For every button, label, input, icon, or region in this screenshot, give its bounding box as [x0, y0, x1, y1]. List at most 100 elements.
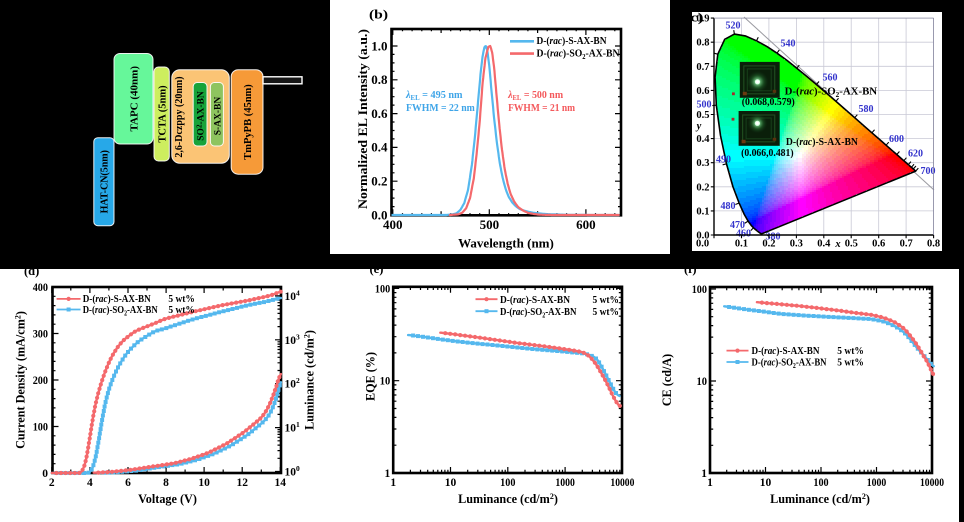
svg-text:CE (cd/A): CE (cd/A) [660, 354, 674, 406]
svg-text:FWHM = 21 nm: FWHM = 21 nm [508, 103, 575, 114]
svg-text:4: 4 [87, 477, 93, 489]
svg-text:10000: 10000 [610, 477, 634, 489]
svg-text:x: x [834, 239, 840, 250]
svg-text:200: 200 [33, 375, 49, 387]
svg-text:580: 580 [859, 104, 874, 115]
svg-text:D-(rac)-S-AX-BN: D-(rac)-S-AX-BN [752, 346, 820, 357]
svg-text:(f): (f) [684, 262, 697, 276]
svg-text:2,6-Dczppy (20nm): 2,6-Dczppy (20nm) [174, 76, 185, 157]
svg-text:1: 1 [707, 477, 713, 489]
svg-text:Voltage (V): Voltage (V) [138, 492, 197, 506]
svg-text:S-AX-BN: S-AX-BN [213, 97, 223, 136]
svg-text:470: 470 [730, 220, 745, 231]
svg-text:500: 500 [697, 100, 712, 111]
svg-text:0.4: 0.4 [371, 140, 388, 155]
svg-text:0.2: 0.2 [371, 174, 387, 189]
svg-text:1: 1 [390, 477, 396, 489]
svg-text:2: 2 [49, 477, 55, 489]
svg-text:1000: 1000 [555, 477, 575, 489]
svg-text:0.6: 0.6 [696, 86, 709, 97]
svg-text:0.8: 0.8 [927, 239, 940, 250]
svg-text:1000: 1000 [867, 477, 887, 489]
svg-text:Normalized EL Intensity (a.u.): Normalized EL Intensity (a.u.) [355, 29, 370, 209]
svg-text:Luminance (cd/m2): Luminance (cd/m2) [770, 492, 870, 506]
svg-text:100: 100 [813, 477, 829, 489]
svg-text:0.2: 0.2 [762, 239, 775, 250]
svg-text:(e): (e) [370, 262, 384, 276]
svg-text:Luminance (cd/m2): Luminance (cd/m2) [458, 492, 558, 506]
svg-text:TmPyPB (45nm): TmPyPB (45nm) [243, 84, 254, 160]
svg-text:0.7: 0.7 [696, 62, 709, 73]
svg-text:0.0: 0.0 [696, 231, 709, 242]
svg-text:12: 12 [236, 477, 248, 489]
svg-text:SO2-AX-BN: SO2-AX-BN [195, 91, 206, 141]
svg-text:700: 700 [921, 166, 936, 177]
svg-text:600: 600 [576, 217, 596, 232]
svg-text:(d): (d) [24, 264, 39, 278]
svg-text:10: 10 [380, 376, 391, 388]
svg-text:D-(rac)-SO2-AX-BN: D-(rac)-SO2-AX-BN [785, 87, 878, 100]
svg-text:0.5: 0.5 [696, 110, 709, 121]
svg-text:5 wt%: 5 wt% [168, 294, 195, 305]
svg-text:1.0: 1.0 [371, 38, 387, 53]
svg-text:TAPC (40nm): TAPC (40nm) [128, 66, 140, 132]
svg-text:1: 1 [701, 468, 707, 480]
svg-text:D-(rac)-SO2-AX-BN: D-(rac)-SO2-AX-BN [500, 307, 577, 320]
svg-text:100: 100 [692, 284, 708, 296]
svg-text:600: 600 [889, 134, 904, 145]
svg-text:10: 10 [760, 477, 772, 489]
svg-text:0.5: 0.5 [845, 239, 858, 250]
svg-text:0: 0 [42, 468, 48, 480]
svg-text:100: 100 [375, 283, 391, 295]
svg-text:Luminance (cd/m2): Luminance (cd/m2) [303, 330, 317, 430]
svg-text:D-(rac)-S-AX-BN: D-(rac)-S-AX-BN [500, 295, 570, 306]
svg-text:5 wt%: 5 wt% [593, 307, 620, 318]
svg-text:0.4: 0.4 [817, 239, 831, 250]
svg-text:490: 490 [716, 155, 731, 166]
svg-text:10000: 10000 [920, 477, 944, 489]
svg-text:0.0: 0.0 [371, 207, 387, 222]
svg-text:460: 460 [736, 229, 751, 240]
svg-text:λEL = 500 nm: λEL = 500 nm [507, 90, 563, 102]
svg-text:λEL = 495 nm: λEL = 495 nm [405, 90, 463, 102]
svg-text:14: 14 [275, 477, 287, 489]
svg-text:620: 620 [908, 149, 923, 160]
svg-text:6: 6 [125, 477, 131, 489]
svg-text:0.8: 0.8 [696, 38, 709, 49]
svg-text:10: 10 [198, 477, 210, 489]
svg-text:0.1: 0.1 [735, 239, 748, 250]
svg-text:100: 100 [33, 422, 49, 434]
svg-text:5 wt%: 5 wt% [168, 305, 195, 316]
svg-text:FWHM = 22 nm: FWHM = 22 nm [406, 103, 475, 114]
svg-text:D-(rac)-SO2-AX-BN: D-(rac)-SO2-AX-BN [83, 305, 158, 318]
svg-text:100: 100 [500, 477, 516, 489]
svg-text:y: y [695, 121, 702, 132]
svg-text:5 wt%: 5 wt% [837, 346, 864, 357]
svg-text:TCTA (5nm): TCTA (5nm) [157, 85, 168, 143]
svg-text:540: 540 [781, 39, 796, 50]
svg-text:0.6: 0.6 [371, 106, 388, 121]
svg-text:Current Density (mA/cm2): Current Density (mA/cm2) [14, 311, 28, 449]
svg-text:380: 380 [766, 232, 781, 243]
svg-text:0.2: 0.2 [696, 182, 709, 193]
svg-text:D-(rac)-SO2-AX-BN: D-(rac)-SO2-AX-BN [752, 358, 827, 371]
svg-text:0.1: 0.1 [696, 206, 709, 217]
svg-text:D-(rac)-S-AX-BN: D-(rac)-S-AX-BN [83, 294, 151, 305]
svg-text:0.8: 0.8 [371, 72, 388, 87]
svg-text:1: 1 [384, 468, 390, 480]
svg-text:0.7: 0.7 [900, 239, 913, 250]
svg-text:400: 400 [33, 282, 49, 294]
svg-text:0.4: 0.4 [696, 134, 710, 145]
svg-text:520: 520 [726, 21, 741, 32]
svg-text:HAT-CN(5nm): HAT-CN(5nm) [100, 150, 111, 213]
svg-text:5 wt%: 5 wt% [593, 295, 620, 306]
svg-text:(b): (b) [369, 8, 388, 22]
svg-text:Wavelength (nm): Wavelength (nm) [458, 236, 554, 251]
svg-text:560: 560 [823, 73, 838, 84]
svg-text:10: 10 [697, 376, 708, 388]
svg-text:(c): (c) [685, 11, 704, 25]
svg-text:D-(rac)-S-AX-BN: D-(rac)-S-AX-BN [786, 137, 858, 148]
svg-text:EQE (%): EQE (%) [364, 352, 378, 401]
svg-text:0.3: 0.3 [790, 239, 803, 250]
svg-text:8: 8 [163, 477, 169, 489]
